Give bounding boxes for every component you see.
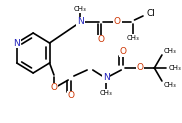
Text: O: O <box>68 92 74 100</box>
Text: Cl: Cl <box>147 9 156 18</box>
Text: CH₃: CH₃ <box>74 6 87 12</box>
Text: N: N <box>77 17 84 26</box>
Text: O: O <box>98 36 105 45</box>
Text: CH₃: CH₃ <box>169 65 181 71</box>
Text: O: O <box>137 63 144 72</box>
Text: CH₃: CH₃ <box>164 82 177 88</box>
Text: O: O <box>114 17 121 26</box>
Text: O: O <box>50 84 58 92</box>
Text: N: N <box>103 74 109 83</box>
Text: CH₃: CH₃ <box>164 48 177 54</box>
Text: CH₃: CH₃ <box>126 35 139 41</box>
Text: N: N <box>13 38 20 47</box>
Text: O: O <box>120 47 127 56</box>
Text: CH₃: CH₃ <box>100 90 112 96</box>
